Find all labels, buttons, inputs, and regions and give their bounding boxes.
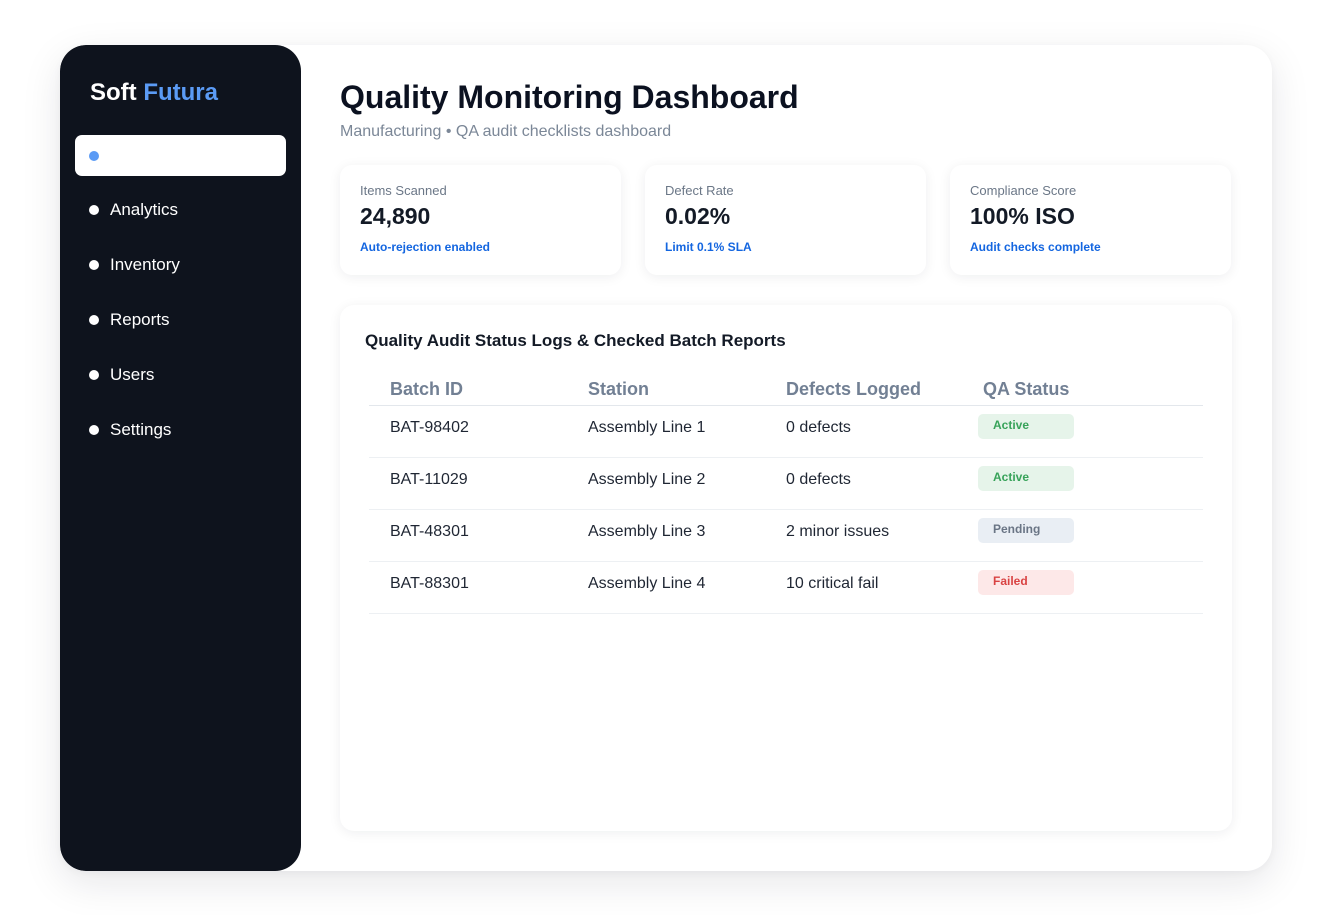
stat-card-items-scanned: Items Scanned 24,890 Auto-rejection enab… — [340, 165, 621, 275]
sidebar-item-reports[interactable]: Reports — [75, 299, 286, 340]
app-window: Soft Futura Analytics Inventory Reports … — [60, 45, 1272, 871]
nav-bullet-icon — [89, 150, 99, 161]
cell-defects: 0 defects — [786, 471, 851, 488]
main-content: Quality Monitoring Dashboard Manufacturi… — [301, 45, 1272, 871]
stat-card-value: 100% ISO — [970, 203, 1075, 229]
stat-card-label: Items Scanned — [360, 183, 447, 198]
stat-card-value: 0.02% — [665, 203, 731, 229]
cell-station: Assembly Line 1 — [588, 419, 706, 436]
table-row[interactable]: BAT-48301 Assembly Line 3 2 minor issues… — [369, 510, 1203, 562]
brand-accent: Futura — [143, 79, 218, 106]
status-badge: Failed — [978, 570, 1074, 595]
brand-name: Soft — [90, 79, 137, 106]
status-badge: Pending — [978, 518, 1074, 543]
brand-logo: Soft Futura — [90, 79, 218, 107]
column-header-batch-id[interactable]: Batch ID — [390, 379, 464, 399]
stat-card-note: Audit checks complete — [970, 240, 1101, 254]
sidebar-item-label: Inventory — [110, 254, 180, 274]
nav-bullet-icon — [89, 204, 99, 215]
sidebar-item-label: Analytics — [110, 199, 179, 219]
panel-title: Quality Audit Status Logs & Checked Batc… — [365, 331, 786, 350]
sidebar-item-inventory[interactable]: Inventory — [75, 244, 286, 285]
nav-bullet-icon — [89, 259, 99, 270]
cell-defects: 2 minor issues — [786, 523, 890, 540]
cell-batch-id: BAT-11029 — [390, 471, 468, 488]
stat-card-note: Limit 0.1% SLA — [665, 240, 752, 254]
sidebar-item-label: Reports — [110, 309, 170, 329]
page-subtitle: Manufacturing • QA audit checklists dash… — [340, 123, 672, 140]
cell-defects: 10 critical fail — [786, 575, 879, 592]
audit-table: Batch ID Station Defects Logged QA Statu… — [369, 373, 1203, 614]
column-header-station[interactable]: Station — [588, 379, 649, 399]
cell-station: Assembly Line 4 — [588, 575, 706, 592]
table-header: Batch ID Station Defects Logged QA Statu… — [369, 373, 1203, 406]
nav-bullet-icon — [89, 314, 99, 325]
status-badge: Active — [978, 414, 1074, 439]
nav-bullet-icon — [89, 369, 99, 380]
table-row[interactable]: BAT-11029 Assembly Line 2 0 defects Acti… — [369, 458, 1203, 510]
cell-defects: 0 defects — [786, 419, 851, 436]
stat-card-defect-rate: Defect Rate 0.02% Limit 0.1% SLA — [645, 165, 926, 275]
nav-bullet-icon — [89, 424, 99, 435]
stat-card-compliance-score: Compliance Score 100% ISO Audit checks c… — [950, 165, 1231, 275]
status-badge: Active — [978, 466, 1074, 491]
stat-card-note: Auto-rejection enabled — [360, 240, 491, 254]
table-row[interactable]: BAT-88301 Assembly Line 4 10 critical fa… — [369, 562, 1203, 614]
page-title: Quality Monitoring Dashboard — [340, 79, 799, 115]
cell-station: Assembly Line 3 — [588, 523, 706, 540]
cell-batch-id: BAT-88301 — [390, 575, 469, 592]
sidebar-item-label: Settings — [110, 419, 172, 439]
stat-card-label: Compliance Score — [970, 183, 1077, 198]
sidebar-item-label: Users — [110, 364, 155, 384]
stat-card-value: 24,890 — [360, 203, 431, 229]
cell-batch-id: BAT-48301 — [390, 523, 469, 540]
audit-log-panel: Quality Audit Status Logs & Checked Batc… — [340, 305, 1232, 831]
table-row[interactable]: BAT-98402 Assembly Line 1 0 defects Acti… — [369, 406, 1203, 458]
stat-card-label: Defect Rate — [665, 183, 734, 198]
sidebar-item-users[interactable]: Users — [75, 354, 286, 395]
column-header-defects-logged[interactable]: Defects Logged — [786, 379, 922, 399]
cell-batch-id: BAT-98402 — [390, 419, 469, 436]
column-header-qa-status[interactable]: QA Status — [983, 379, 1070, 399]
cell-station: Assembly Line 2 — [588, 471, 706, 488]
sidebar-item-settings[interactable]: Settings — [75, 409, 286, 450]
sidebar: Soft Futura Analytics Inventory Reports … — [60, 45, 301, 871]
sidebar-item-dashboard[interactable] — [75, 135, 286, 176]
sidebar-item-analytics[interactable]: Analytics — [75, 189, 286, 230]
